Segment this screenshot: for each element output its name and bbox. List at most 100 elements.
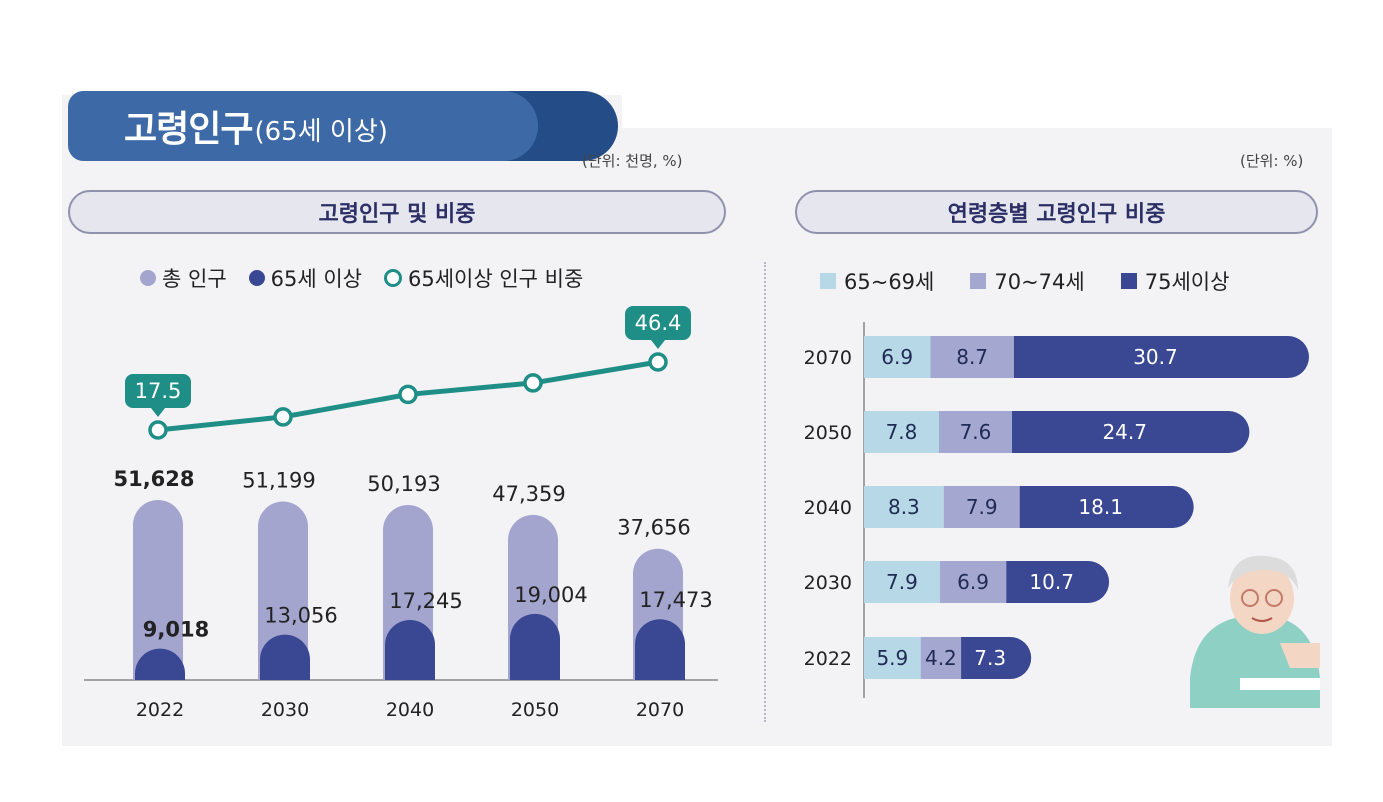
- right-unit-label: (단위: %): [1240, 152, 1304, 170]
- ratio-last-label: 46.4: [635, 311, 682, 335]
- age-segment-label: 7.8: [886, 420, 918, 444]
- elderly-population-bar: [260, 634, 310, 680]
- title-tab: 고령인구 (65세 이상): [68, 91, 538, 161]
- total-population-label: 50,193: [367, 472, 440, 496]
- age-segment-bar: [961, 637, 1032, 679]
- page-subtitle: (65세 이상): [254, 116, 388, 147]
- left-x-tick-label: 2022: [136, 699, 184, 721]
- age-segment-label: 7.9: [886, 570, 918, 594]
- age-segment-bar: [930, 336, 1014, 378]
- ratio-first-bubble: [125, 374, 191, 408]
- ratio-first-pointer: [151, 408, 165, 417]
- age-segment-bar: [1013, 336, 1309, 378]
- right-y-tick-label: 2030: [804, 572, 852, 594]
- ratio-first-label: 17.5: [135, 379, 182, 403]
- left-x-tick-label: 2040: [386, 699, 434, 721]
- age-segment-label: 8.7: [956, 345, 988, 369]
- age-segment-bar: [939, 561, 1007, 603]
- age-segment-bar: [943, 486, 1020, 528]
- age-segment-bar: [864, 486, 944, 528]
- age-segment-label: 6.9: [881, 345, 913, 369]
- elderly-population-label: 9,018: [143, 618, 209, 642]
- total-population-bar: [258, 501, 308, 680]
- age-segment-label: 18.1: [1078, 495, 1123, 519]
- age-segment-label: 6.9: [957, 570, 989, 594]
- age-segment-bar: [938, 411, 1013, 453]
- elderly-population-bar: [135, 648, 185, 680]
- legend-75-plus-marker: [1120, 273, 1137, 289]
- total-population-label: 47,359: [492, 482, 565, 506]
- illustration-sleeve: [1240, 678, 1320, 690]
- right-y-tick-label: 2070: [804, 347, 852, 369]
- age-segment-bar: [1019, 486, 1194, 528]
- legend-65-69-label: 65~69세: [844, 270, 935, 294]
- total-population-label: 37,656: [617, 516, 690, 540]
- ratio-point: [273, 407, 293, 427]
- left-x-tick-label: 2030: [261, 699, 309, 721]
- ratio-last-pointer: [651, 340, 665, 349]
- illustration-glasses-left: [1241, 589, 1259, 607]
- left-chart-title: 고령인구 및 비중: [68, 190, 726, 234]
- age-segment-label: 24.7: [1102, 420, 1147, 444]
- ratio-last-bubble: [625, 306, 691, 340]
- right-y-tick-label: 2050: [804, 422, 852, 444]
- legend-elderly-marker: [248, 270, 265, 286]
- elderly-population-bar: [385, 620, 435, 680]
- age-segment-label: 5.9: [876, 646, 908, 670]
- left-unit-label: (단위: 천명, %): [582, 152, 683, 170]
- ratio-point: [398, 384, 418, 405]
- age-segment-label: 8.3: [888, 495, 920, 519]
- ratio-point: [148, 420, 168, 440]
- elderly-population-label: 13,056: [264, 604, 337, 628]
- right-legend: 65~69세 70~74세 75세이상: [820, 266, 1229, 296]
- elderly-population-bar: [510, 613, 560, 680]
- age-segment-label: 7.6: [960, 420, 992, 444]
- left-x-tick-label: 2050: [511, 699, 559, 721]
- page-title: 고령인구: [124, 109, 253, 150]
- legend-total-marker: [140, 270, 156, 286]
- age-segment-bar: [864, 336, 931, 378]
- panel-divider: [764, 262, 766, 722]
- total-population-bar: [133, 500, 183, 680]
- right-y-tick-label: 2040: [804, 497, 852, 519]
- ratio-point: [648, 352, 668, 372]
- legend-total-label: 총 인구: [162, 267, 227, 291]
- right-chart-title: 연령층별 고령인구 비중: [795, 190, 1318, 234]
- elderly-population-bar: [635, 619, 685, 680]
- legend-70-74-marker: [970, 273, 987, 289]
- illustration-smile: [1251, 617, 1273, 622]
- legend-70-74-label: 70~74세: [994, 270, 1085, 294]
- ratio-point: [523, 373, 543, 393]
- right-y-tick-label: 2022: [804, 648, 852, 670]
- illustration-hair: [1228, 555, 1298, 590]
- legend-65-69-marker: [820, 273, 836, 289]
- elderly-population-label: 17,473: [639, 588, 712, 612]
- age-segment-bar: [1006, 561, 1110, 603]
- total-population-label: 51,199: [242, 468, 315, 492]
- age-segment-label: 30.7: [1133, 345, 1178, 369]
- age-segment-bar: [864, 637, 921, 679]
- legend-ratio-label: 65세이상 인구 비중: [408, 267, 584, 291]
- left-legend: 총 인구 65세 이상 65세이상 인구 비중: [140, 263, 583, 293]
- age-segment-label: 7.9: [966, 495, 998, 519]
- elderly-person-illustration: [1190, 555, 1320, 708]
- age-segment-label: 4.2: [925, 646, 957, 670]
- elderly-population-label: 17,245: [389, 589, 462, 613]
- age-segment-label: 10.7: [1029, 570, 1074, 594]
- age-segment-bar: [920, 637, 962, 679]
- illustration-hand: [1280, 643, 1320, 668]
- age-segment-bar: [1012, 411, 1250, 453]
- elderly-population-label: 19,004: [514, 583, 587, 607]
- age-segment-bar: [864, 411, 939, 453]
- illustration-face: [1230, 562, 1294, 634]
- age-segment-bar: [864, 561, 940, 603]
- legend-75-plus-label: 75세이상: [1144, 270, 1230, 294]
- legend-ratio-marker: [384, 269, 402, 287]
- illustration-glasses-right: [1265, 589, 1283, 607]
- age-segment-label: 7.3: [974, 646, 1006, 670]
- total-population-label: 51,628: [113, 467, 194, 491]
- left-x-tick-label: 2070: [636, 699, 684, 721]
- legend-elderly-label: 65세 이상: [270, 267, 362, 291]
